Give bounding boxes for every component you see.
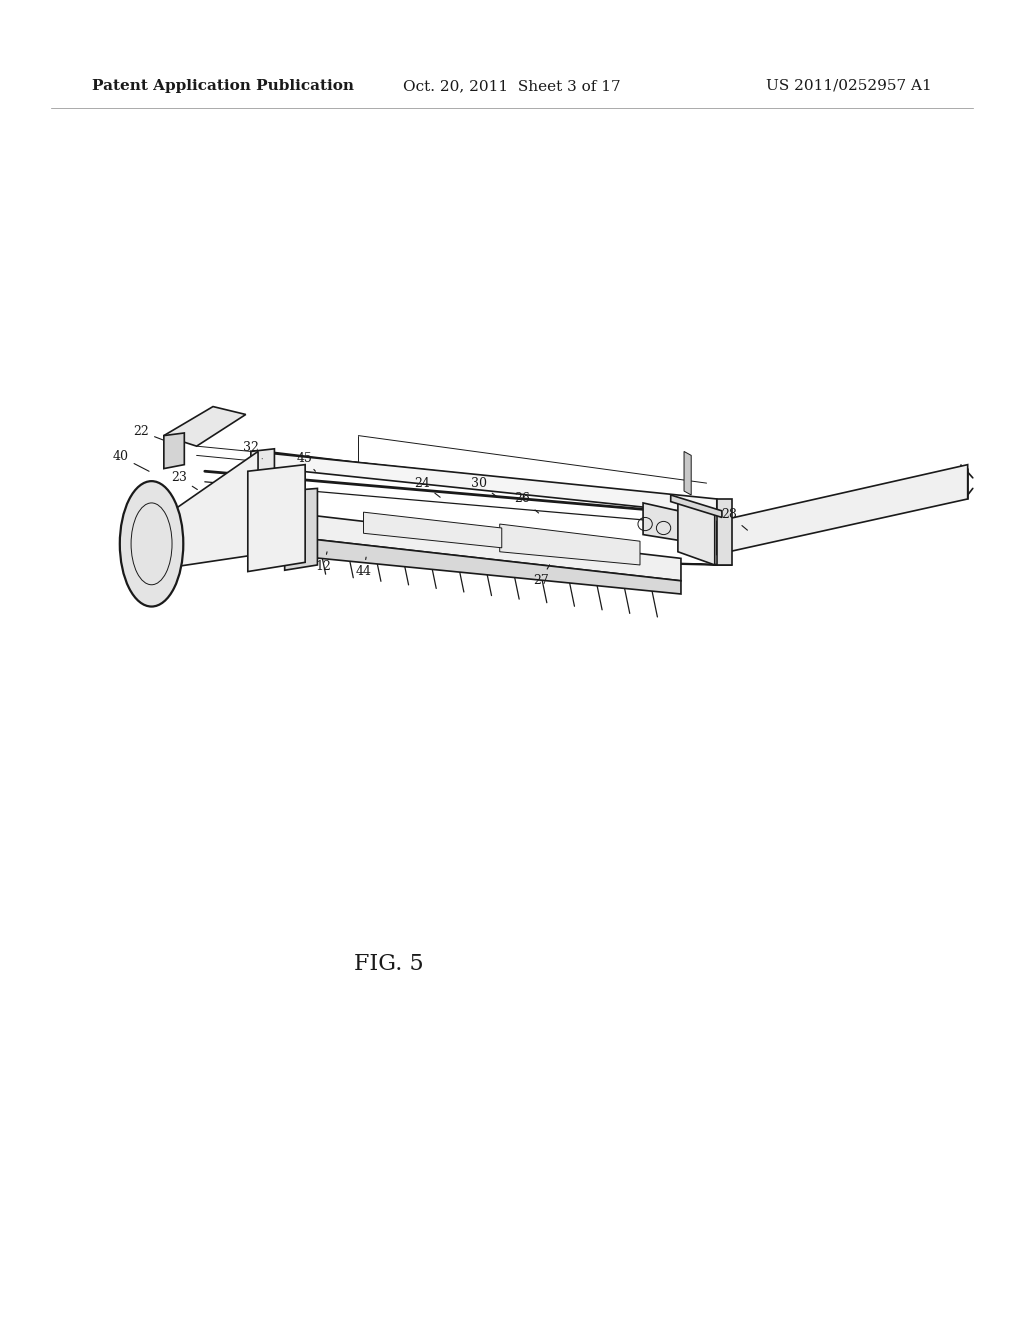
Text: FIG. 5: FIG. 5 — [354, 953, 424, 974]
Text: 23: 23 — [171, 471, 198, 490]
Polygon shape — [307, 515, 681, 581]
Polygon shape — [285, 488, 317, 570]
Text: 12: 12 — [315, 552, 332, 573]
Text: Oct. 20, 2011  Sheet 3 of 17: Oct. 20, 2011 Sheet 3 of 17 — [403, 79, 621, 92]
Text: 40: 40 — [113, 450, 150, 471]
Polygon shape — [684, 451, 691, 495]
Text: Patent Application Publication: Patent Application Publication — [92, 79, 354, 92]
Polygon shape — [717, 499, 732, 565]
Text: US 2011/0252957 A1: US 2011/0252957 A1 — [766, 79, 932, 92]
Ellipse shape — [120, 480, 183, 607]
Polygon shape — [671, 495, 722, 517]
Polygon shape — [643, 503, 684, 541]
Text: 32: 32 — [243, 441, 262, 459]
Polygon shape — [500, 524, 640, 565]
Text: 45: 45 — [296, 451, 315, 471]
Text: 44: 44 — [355, 557, 372, 578]
Text: 26: 26 — [514, 492, 539, 513]
Polygon shape — [251, 451, 717, 515]
Text: 46: 46 — [279, 546, 296, 569]
Text: 22: 22 — [133, 425, 166, 441]
Text: 27: 27 — [532, 565, 550, 587]
Polygon shape — [251, 449, 274, 554]
Polygon shape — [152, 451, 258, 570]
Polygon shape — [364, 512, 502, 548]
Polygon shape — [164, 433, 184, 469]
Polygon shape — [717, 465, 968, 554]
Text: 30: 30 — [471, 477, 498, 498]
Text: 24: 24 — [414, 477, 440, 498]
Polygon shape — [251, 552, 732, 565]
Polygon shape — [248, 465, 305, 572]
Polygon shape — [164, 407, 246, 446]
Polygon shape — [307, 539, 681, 594]
Polygon shape — [678, 499, 715, 565]
Text: 28: 28 — [721, 508, 748, 531]
